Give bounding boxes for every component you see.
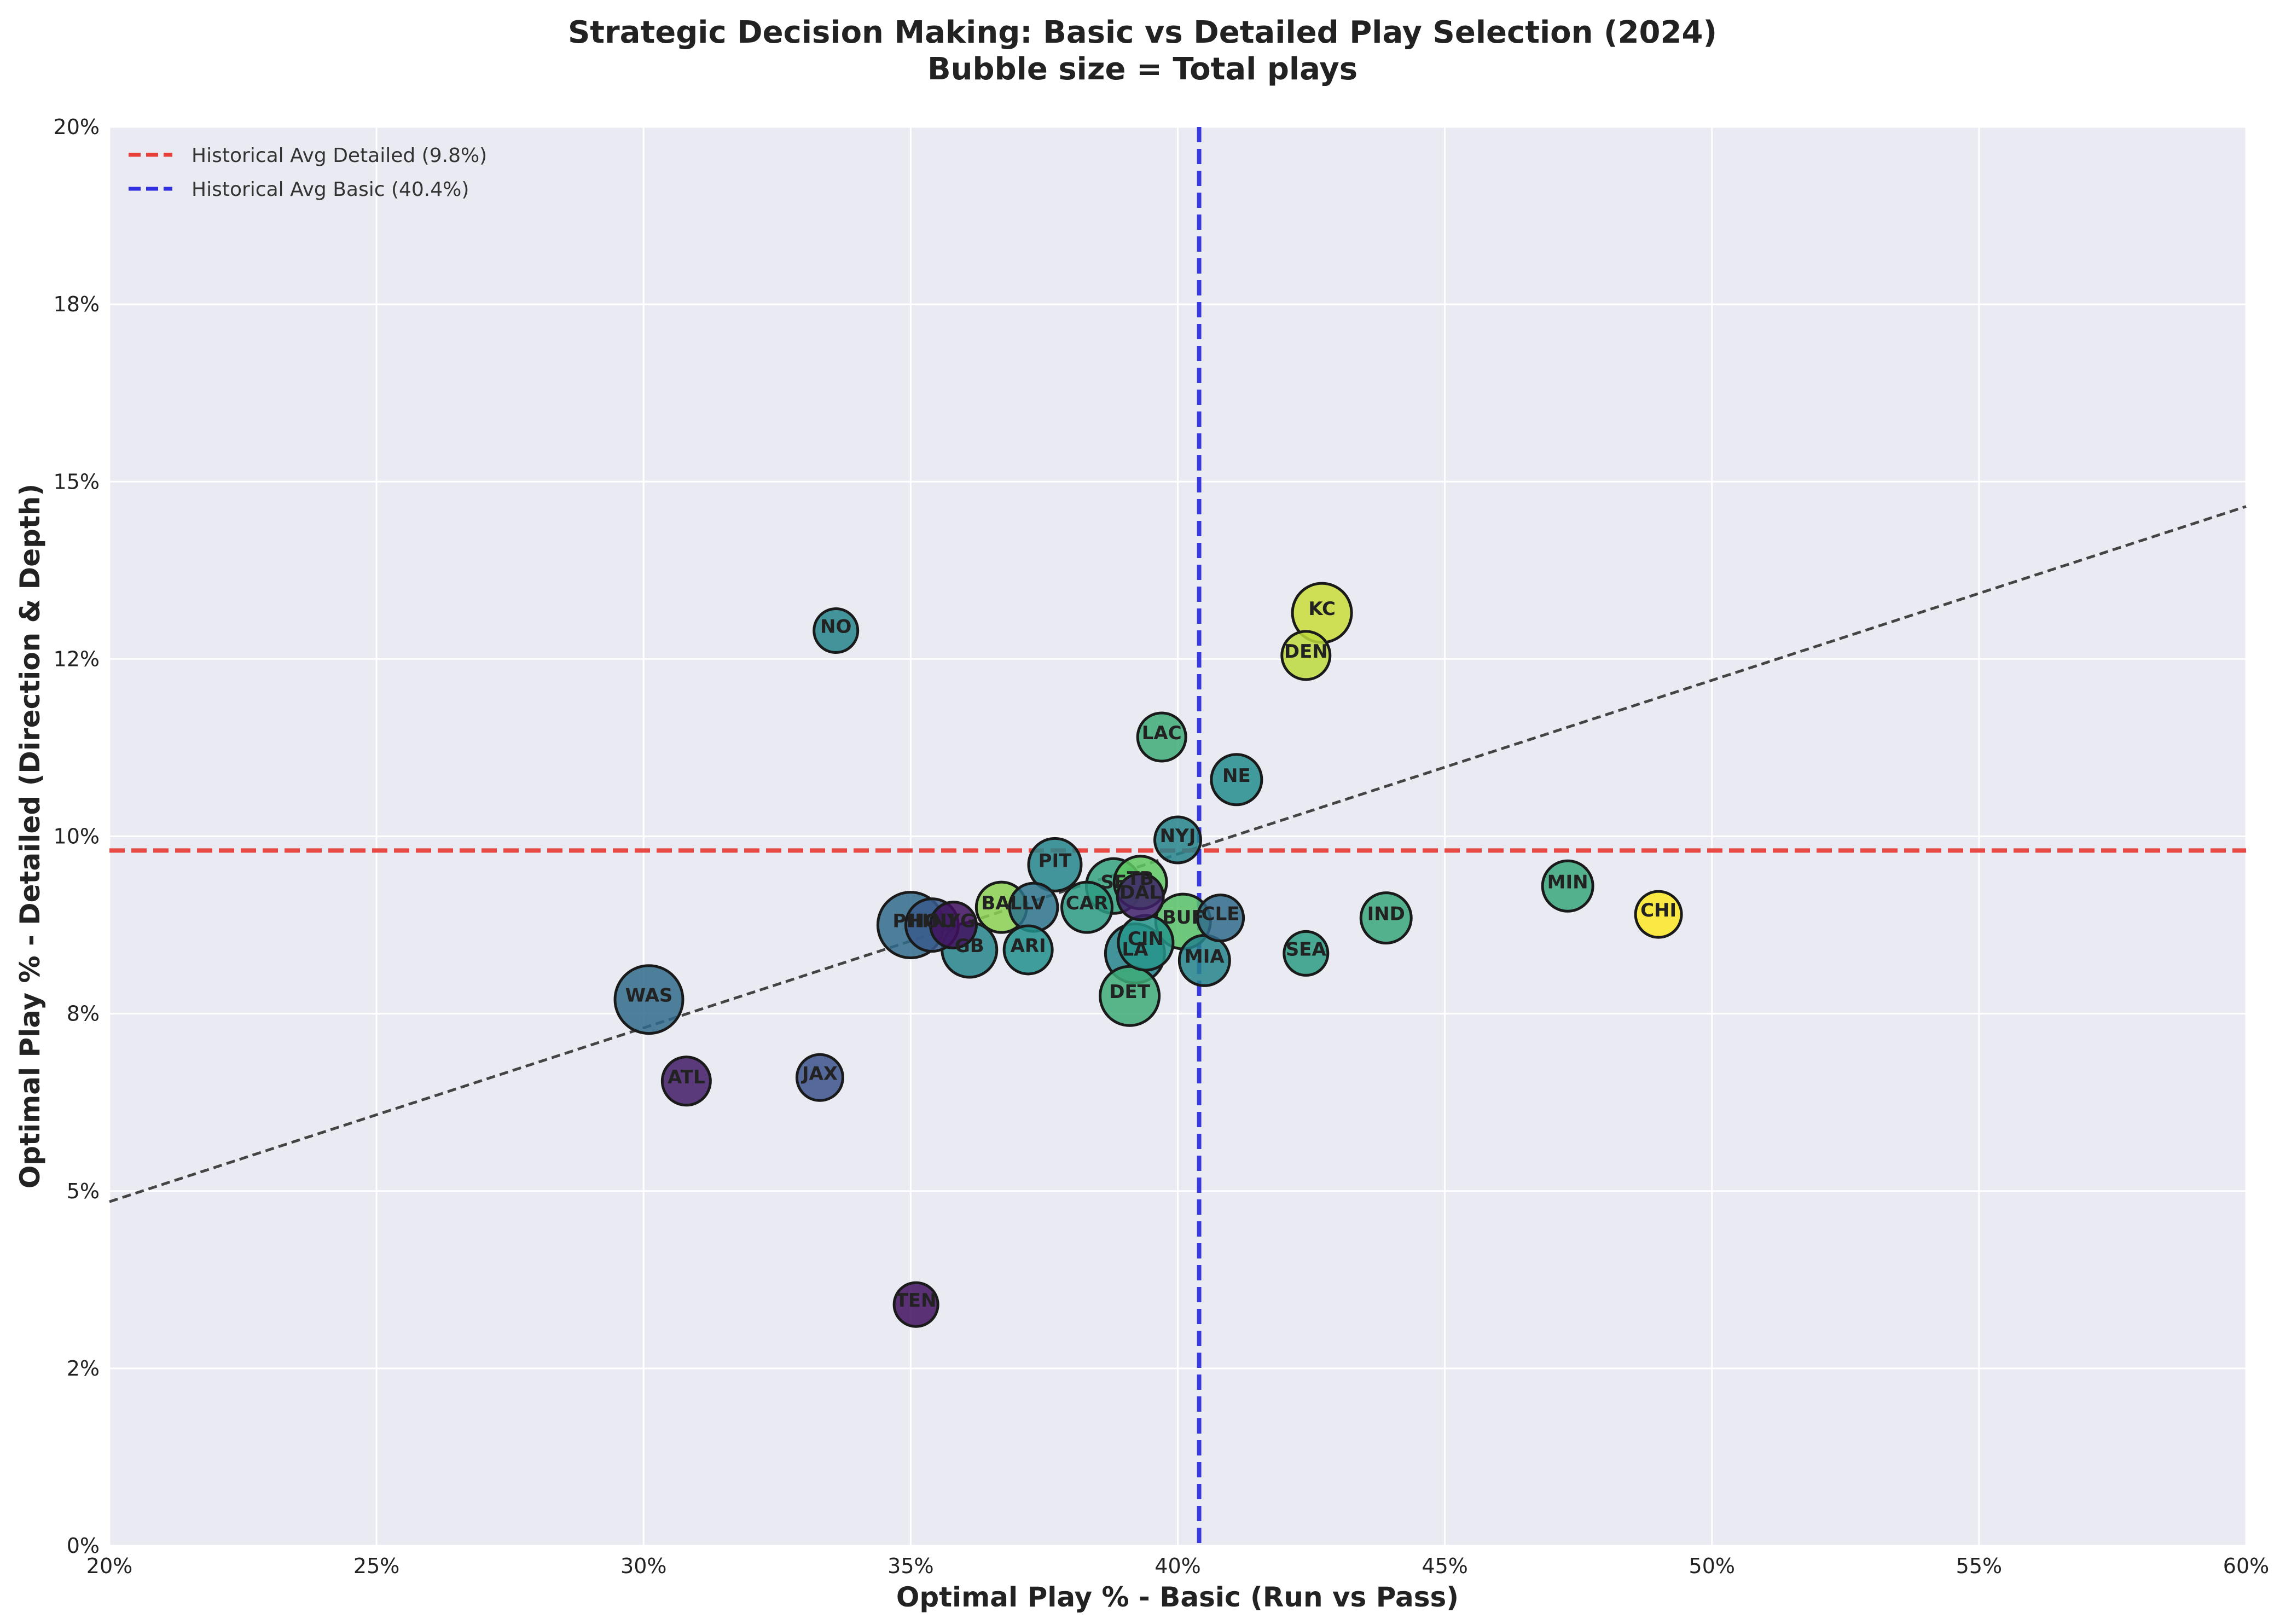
bubble-no <box>813 607 860 654</box>
y-tick-label: 8% <box>67 1002 100 1026</box>
chart-subtitle: Bubble size = Total plays <box>927 51 1357 87</box>
x-tick-label: 50% <box>1689 1554 1735 1578</box>
team-label-ne: NE <box>1222 765 1251 787</box>
x-tick-label: 35% <box>887 1554 933 1578</box>
team-label-hou: HOU <box>909 910 955 932</box>
team-label-bal: BAL <box>981 892 1022 914</box>
y-tick-label: 15% <box>54 469 100 494</box>
team-label-phi: PHI <box>892 910 929 932</box>
x-tick-label: 60% <box>2223 1554 2269 1578</box>
y-tick-label: 0% <box>67 1534 100 1558</box>
team-label-ten: TEN <box>896 1290 937 1312</box>
team-bubbles <box>613 582 1683 1328</box>
legend: Historical Avg Detailed (9.8%) Historica… <box>129 144 487 201</box>
y-tick-label: 10% <box>54 825 100 849</box>
team-label-jax: JAX <box>801 1063 838 1084</box>
y-tick-labels: 0% 2% 5% 8% 10% 12% 15% 18% 20% <box>54 115 100 1558</box>
team-label-chi: CHI <box>1640 900 1676 921</box>
team-label-min: MIN <box>1547 871 1588 893</box>
team-label-atl: ATL <box>668 1066 705 1088</box>
team-label-kc: KC <box>1308 598 1336 620</box>
y-tick-label: 12% <box>54 647 100 671</box>
x-tick-labels: 20% 25% 30% 35% 40% 45% 50% 55% 60% <box>86 1554 2269 1578</box>
bubble-nyg <box>929 901 978 950</box>
team-label-tb: TB <box>1127 868 1154 890</box>
team-label-ari: ARI <box>1011 935 1046 957</box>
y-tick-label: 5% <box>67 1179 100 1203</box>
team-label-det: DET <box>1109 981 1150 1003</box>
team-label-cle: CLE <box>1202 903 1240 925</box>
bubble-lac <box>1136 711 1187 763</box>
team-label-buf: BUF <box>1162 907 1204 929</box>
x-tick-label: 30% <box>620 1554 666 1578</box>
team-label-mia: MIA <box>1185 946 1225 967</box>
x-tick-label: 55% <box>1956 1554 2002 1578</box>
bubble-ari <box>1002 924 1054 976</box>
team-label-sf: SF <box>1100 871 1127 893</box>
bubble-ind <box>1359 891 1413 945</box>
bubble-jax <box>795 1053 844 1102</box>
team-label-lv: LV <box>1022 892 1046 914</box>
team-label-sea: SEA <box>1286 938 1327 960</box>
team-label-cin: CIN <box>1128 928 1164 950</box>
team-label-pit: PIT <box>1039 850 1072 872</box>
team-label-lac: LAC <box>1142 722 1182 744</box>
team-label-car: CAR <box>1066 892 1108 914</box>
legend-label-detailed: Historical Avg Detailed (9.8%) <box>192 144 487 167</box>
team-label-ind: IND <box>1367 903 1405 925</box>
y-tick-label: 2% <box>67 1356 100 1381</box>
bubble-sea <box>1283 930 1330 977</box>
bubble-was <box>613 964 684 1035</box>
y-tick-label: 18% <box>54 292 100 316</box>
bubble-min <box>1541 859 1594 913</box>
team-label-nyj: NYJ <box>1160 825 1196 847</box>
y-tick-label: 20% <box>54 115 100 139</box>
y-axis-label: Optimal Play % - Detailed (Direction & D… <box>14 484 46 1188</box>
team-label-was: WAS <box>625 985 673 1007</box>
x-axis-label: Optimal Play % - Basic (Run vs Pass) <box>896 1581 1459 1613</box>
team-label-nyg: NYG <box>931 910 976 932</box>
bubble-ten <box>892 1281 939 1328</box>
legend-label-basic: Historical Avg Basic (40.4%) <box>192 178 469 201</box>
x-tick-label: 40% <box>1154 1554 1200 1578</box>
bubble-car <box>1060 880 1114 934</box>
chart-title: Strategic Decision Making: Basic vs Deta… <box>568 15 1717 50</box>
team-label-den: DEN <box>1284 641 1328 663</box>
team-label-la: LA <box>1122 938 1148 960</box>
bubble-ne <box>1210 753 1263 807</box>
team-label-gb: GB <box>955 935 984 957</box>
x-tick-label: 45% <box>1422 1554 1467 1578</box>
x-tick-label: 25% <box>353 1554 399 1578</box>
bubble-nyj <box>1153 815 1202 865</box>
bubble-atl <box>660 1055 712 1107</box>
team-label-no: NO <box>820 616 851 638</box>
bubble-dal <box>1116 872 1165 921</box>
bubble-chi <box>1634 890 1683 939</box>
bubble-pit <box>1027 837 1083 892</box>
bubble-den <box>1280 630 1332 681</box>
bubble-cle <box>1196 894 1245 943</box>
x-tick-label: 20% <box>86 1554 132 1578</box>
team-label-dal: DAL <box>1119 882 1161 904</box>
